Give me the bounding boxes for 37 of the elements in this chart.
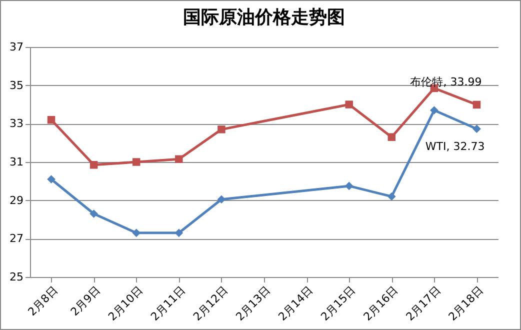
point — [90, 210, 98, 218]
point — [387, 192, 396, 201]
point — [345, 100, 353, 108]
x-tick-label: 2月8日 — [26, 284, 60, 318]
x-tick-label: 2月17日 — [404, 284, 444, 324]
point — [47, 116, 56, 124]
x-tick-label: 2月14日 — [276, 284, 316, 324]
x-tick-label: 2月9日 — [68, 284, 103, 318]
point — [132, 158, 140, 166]
point — [174, 228, 184, 238]
x-tick-label: 2月15日 — [318, 284, 358, 324]
y-tick-label: 27 — [10, 232, 24, 246]
y-tick-label: 31 — [10, 156, 24, 168]
point — [388, 133, 396, 141]
y-tick-label: 35 — [10, 78, 24, 92]
x-tick-label: 2月11日 — [148, 284, 188, 324]
x-tick-label: 2月13日 — [233, 284, 273, 324]
point — [430, 106, 438, 114]
y-tick-label: 25 — [10, 270, 24, 284]
point — [472, 100, 481, 109]
point — [175, 155, 183, 163]
y-tick-label: 29 — [10, 194, 24, 207]
annotation: 布伦特, 33.99 — [410, 76, 482, 89]
point — [217, 195, 226, 204]
annotation: WTI, 32.73 — [425, 140, 485, 153]
x-tick-label: 2月16日 — [361, 284, 401, 324]
point — [344, 182, 354, 190]
point — [47, 175, 56, 184]
point — [472, 124, 481, 134]
y-tick-label: 37 — [10, 40, 24, 54]
chart-title: 国际原油价格走势图 — [183, 7, 345, 28]
x-tick-label: 2月12日 — [190, 284, 230, 324]
x-tick-label: 2月18日 — [446, 284, 486, 324]
point — [90, 161, 98, 169]
point — [218, 126, 226, 134]
x-tick-label: 2月10日 — [106, 284, 146, 324]
y-tick-label: 33 — [10, 117, 24, 130]
